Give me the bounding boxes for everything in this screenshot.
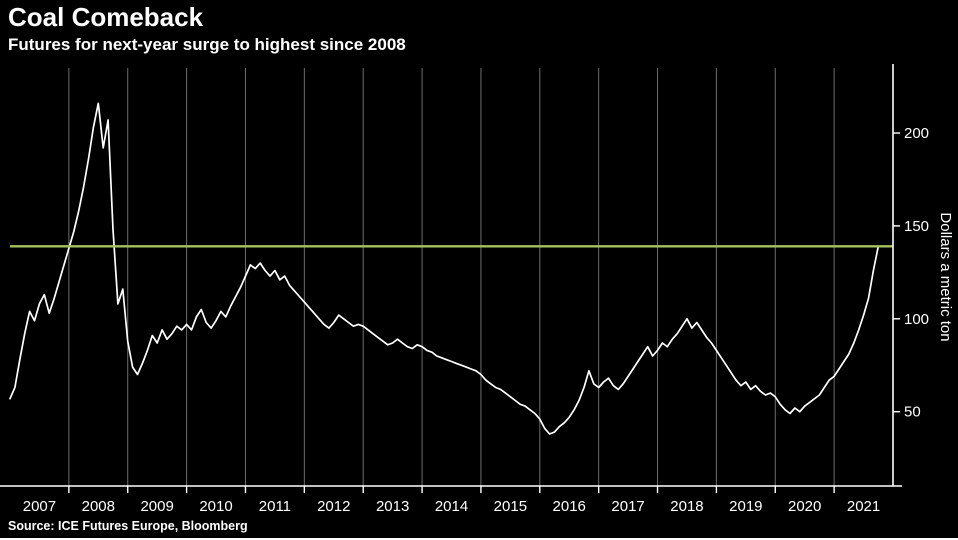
x-axis-label: 2013 <box>376 498 409 515</box>
y-axis-label: 100 <box>904 311 929 328</box>
x-axis-label: 2019 <box>729 498 762 515</box>
x-axis-label: 2014 <box>435 498 468 515</box>
x-axis-label: 2015 <box>494 498 527 515</box>
x-axis-label: 2020 <box>788 498 821 515</box>
x-axis-label: 2009 <box>140 498 173 515</box>
x-axis-label: 2018 <box>670 498 703 515</box>
x-axis-label: 2007 <box>23 498 56 515</box>
source-credit: Source: ICE Futures Europe, Bloomberg <box>8 519 248 533</box>
x-axis-label: 2021 <box>847 498 880 515</box>
chart-subtitle: Futures for next-year surge to highest s… <box>8 35 406 54</box>
x-axis-label: 2017 <box>611 498 644 515</box>
year-gridlines <box>68 68 835 486</box>
x-axis-label: 2016 <box>553 498 586 515</box>
y-axis-title: Dollars a metric ton <box>937 212 954 341</box>
x-axis-label: 2012 <box>317 498 350 515</box>
chart-title: Coal Comeback <box>8 2 204 32</box>
x-axis-labels: 2007 2008 2009 2010 2011 2012 2013 2014 2015 2016… <box>23 498 881 515</box>
price-line <box>9 102 880 435</box>
bottom-divider <box>0 538 958 540</box>
y-axis-label: 150 <box>904 218 929 235</box>
y-axis-ticks <box>893 132 900 413</box>
y-axis-label: 200 <box>904 125 929 142</box>
x-axis-ticks <box>68 486 835 493</box>
x-axis-label: 2010 <box>199 498 232 515</box>
x-axis-label: 2011 <box>259 498 291 515</box>
x-axis-label: 2008 <box>82 498 115 515</box>
y-axis-label: 50 <box>904 404 921 421</box>
y-axis-labels: 50 100 150 200 <box>904 125 929 421</box>
